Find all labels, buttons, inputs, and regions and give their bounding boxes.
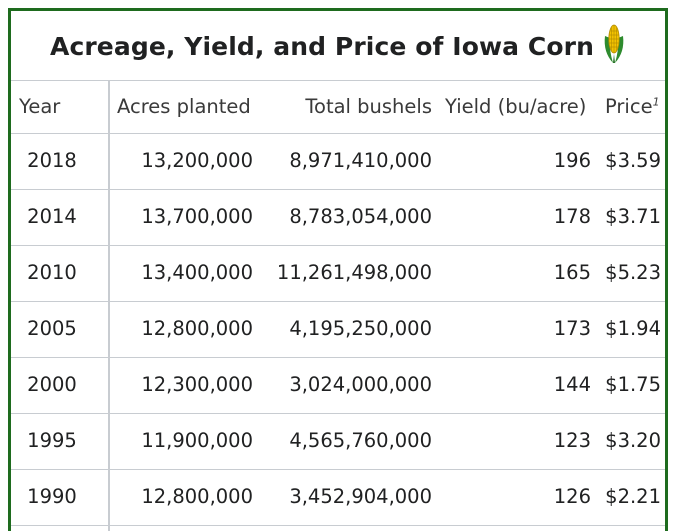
cell-yield: 178 bbox=[553, 205, 591, 228]
cell-price: $5.23 bbox=[605, 261, 661, 284]
table-caption: Acreage, Yield, and Price of Iowa Corn bbox=[11, 11, 665, 81]
header-acres: Acres planted bbox=[117, 95, 251, 118]
corn-icon bbox=[604, 24, 624, 63]
cell-acres: 12,300,000 bbox=[141, 373, 253, 396]
row-divider bbox=[11, 525, 665, 526]
header-yield: Yield (bu/acre) bbox=[445, 95, 587, 118]
cell-acres: 13,700,000 bbox=[141, 205, 253, 228]
cell-year: 2018 bbox=[27, 149, 77, 172]
cell-yield: 196 bbox=[553, 149, 591, 172]
cell-bushels: 3,024,000,000 bbox=[289, 373, 432, 396]
cell-bushels: 4,195,250,000 bbox=[289, 317, 432, 340]
cell-year: 1995 bbox=[27, 429, 77, 452]
cell-year: 2005 bbox=[27, 317, 77, 340]
cell-bushels: 8,971,410,000 bbox=[289, 149, 432, 172]
header-price-label: Price bbox=[605, 95, 653, 118]
cell-year: 2014 bbox=[27, 205, 77, 228]
cell-price: $3.20 bbox=[605, 429, 661, 452]
caption-text: Acreage, Yield, and Price of Iowa Corn bbox=[50, 31, 594, 61]
cell-year: 2010 bbox=[27, 261, 77, 284]
price-footnote-marker: 1 bbox=[652, 95, 660, 109]
cell-acres: 12,800,000 bbox=[141, 317, 253, 340]
cell-year: 1990 bbox=[27, 485, 77, 508]
row-divider bbox=[11, 245, 665, 246]
row-divider bbox=[11, 469, 665, 470]
cell-price: $1.94 bbox=[605, 317, 661, 340]
cell-acres: 12,800,000 bbox=[141, 485, 253, 508]
cell-yield: 123 bbox=[553, 429, 591, 452]
header-bottom-border bbox=[11, 133, 665, 134]
cell-acres: 11,900,000 bbox=[141, 429, 253, 452]
header-price: Price1 bbox=[605, 80, 665, 134]
cell-price: $3.71 bbox=[605, 205, 661, 228]
row-divider bbox=[11, 357, 665, 358]
cell-acres: 13,200,000 bbox=[141, 149, 253, 172]
corn-table: Acreage, Yield, and Price of Iowa Corn Y… bbox=[8, 8, 668, 531]
cell-price: $2.21 bbox=[605, 485, 661, 508]
header-year: Year bbox=[19, 95, 61, 118]
cell-bushels: 8,783,054,000 bbox=[289, 205, 432, 228]
cell-price: $3.59 bbox=[605, 149, 661, 172]
cell-yield: 126 bbox=[553, 485, 591, 508]
header-bushels: Total bushels bbox=[305, 95, 432, 118]
row-divider bbox=[11, 413, 665, 414]
cell-bushels: 11,261,498,000 bbox=[276, 261, 432, 284]
cell-yield: 144 bbox=[553, 373, 591, 396]
cell-yield: 165 bbox=[553, 261, 591, 284]
cell-bushels: 4,565,760,000 bbox=[289, 429, 432, 452]
header-top-border bbox=[11, 80, 665, 81]
cell-price: $1.75 bbox=[605, 373, 661, 396]
cell-bushels: 3,452,904,000 bbox=[289, 485, 432, 508]
cell-yield: 173 bbox=[553, 317, 591, 340]
cell-year: 2000 bbox=[27, 373, 77, 396]
year-column-divider bbox=[108, 80, 110, 531]
row-divider bbox=[11, 189, 665, 190]
cell-acres: 13,400,000 bbox=[141, 261, 253, 284]
row-divider bbox=[11, 301, 665, 302]
